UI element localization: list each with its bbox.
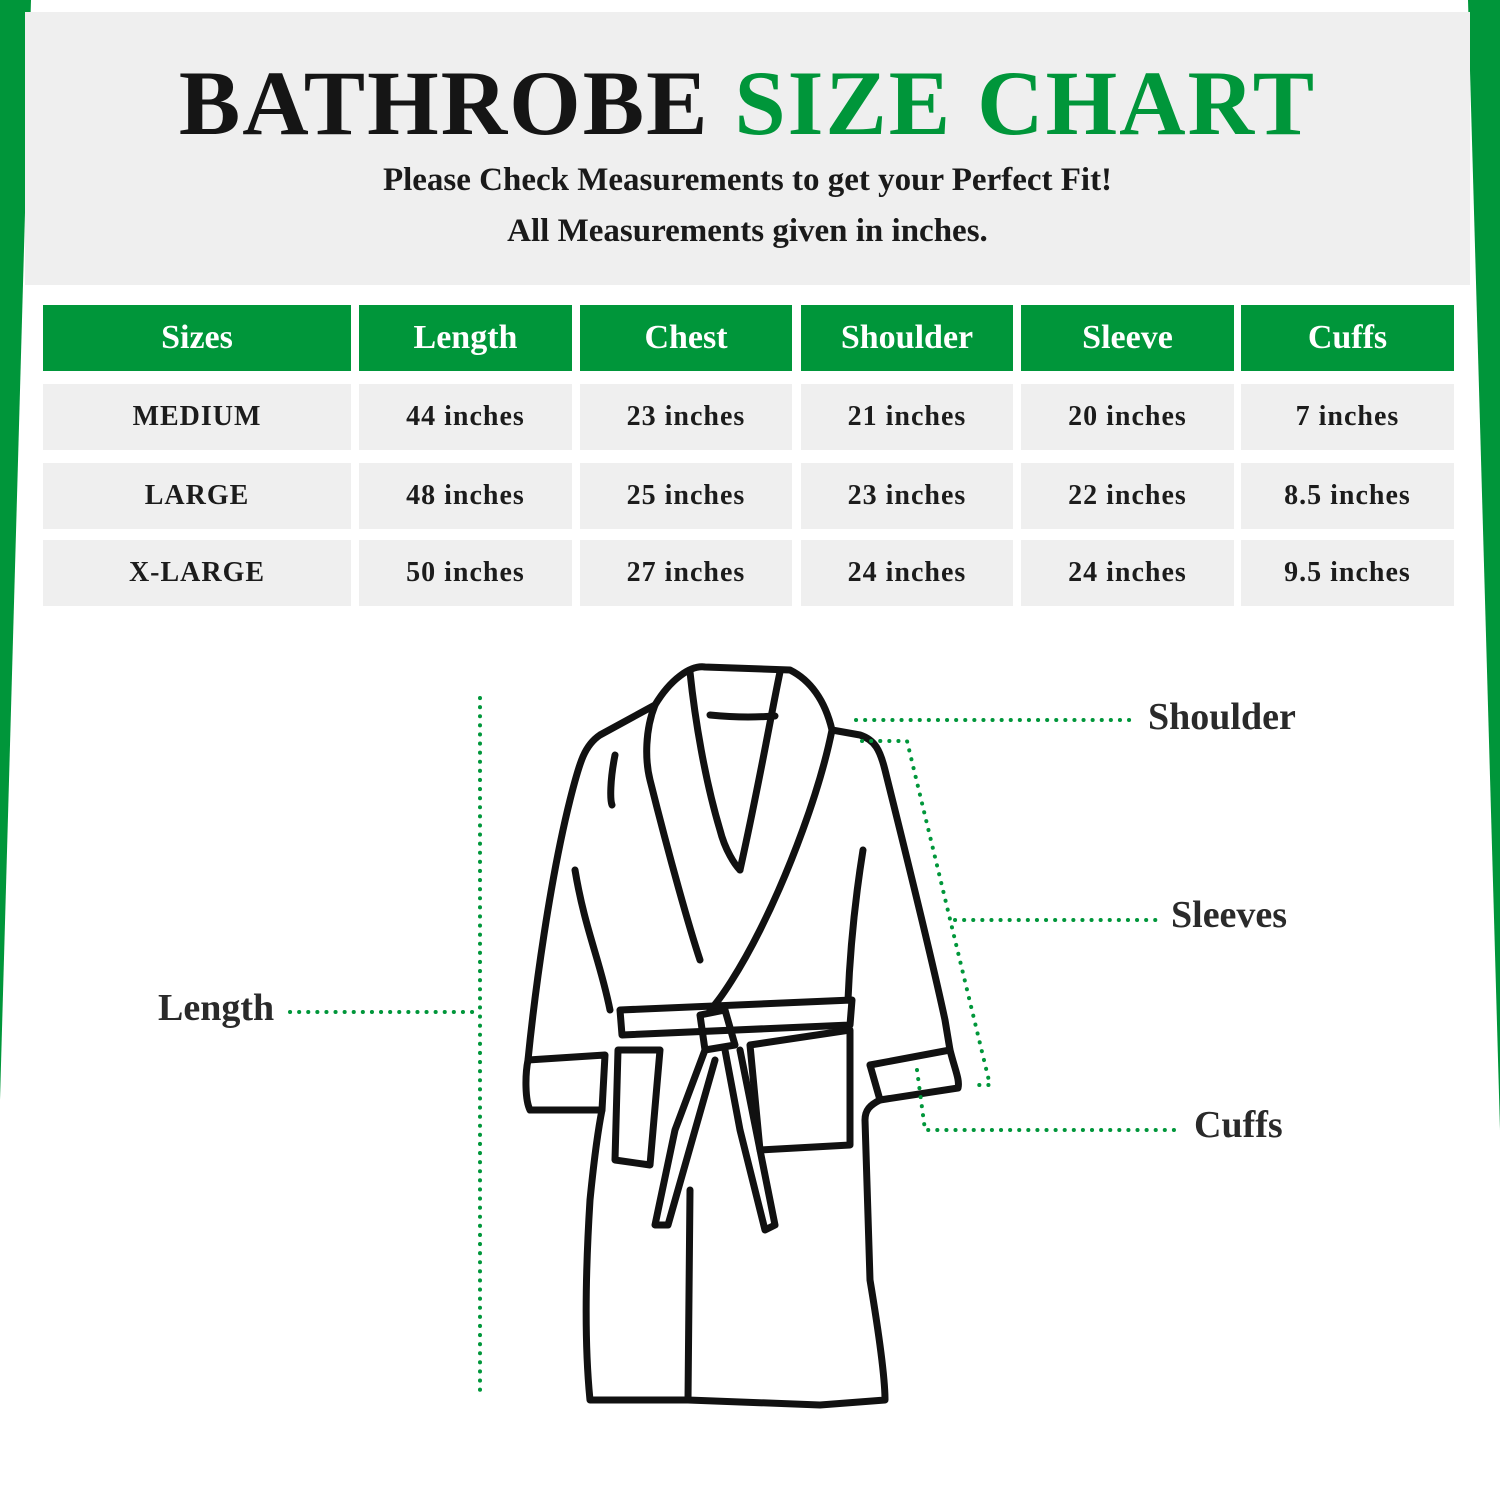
measurement-cell: 44 inches: [359, 384, 572, 450]
label-shoulder: Shoulder: [1148, 696, 1296, 738]
measurement-cell: 20 inches: [1021, 384, 1234, 450]
measurement-cell: 48 inches: [359, 463, 572, 529]
subtitle-line1: Please Check Measurements to get your Pe…: [382, 162, 1113, 198]
header-panel: BATHROBE SIZE CHART Please Check Measure…: [25, 12, 1470, 285]
measurement-cell: 23 inches: [801, 463, 1013, 529]
column-header: Cuffs: [1241, 305, 1454, 371]
measurement-cell: 9.5 inches: [1241, 540, 1454, 606]
column-header: Shoulder: [801, 305, 1013, 371]
label-sleeves: Sleeves: [1171, 894, 1288, 936]
size-name-cell: MEDIUM: [43, 384, 351, 450]
page-title: BATHROBE SIZE CHART: [25, 50, 1470, 156]
measurement-cell: 23 inches: [580, 384, 792, 450]
measurement-cell: 25 inches: [580, 463, 792, 529]
measurement-cell: 24 inches: [801, 540, 1013, 606]
measurement-cell: 50 inches: [359, 540, 572, 606]
size-name-cell: LARGE: [43, 463, 351, 529]
measurement-cell: 24 inches: [1021, 540, 1234, 606]
label-cuffs: Cuffs: [1194, 1104, 1283, 1146]
measurement-cell: 27 inches: [580, 540, 792, 606]
column-header: Sleeve: [1021, 305, 1234, 371]
measurement-cell: 21 inches: [801, 384, 1013, 450]
measurement-cell: 22 inches: [1021, 463, 1234, 529]
column-header: Sizes: [43, 305, 351, 371]
size-name-cell: X-LARGE: [43, 540, 351, 606]
column-header: Chest: [580, 305, 792, 371]
subtitle-line2: All Measurements given in inches.: [507, 213, 988, 249]
robe-illustration: [522, 663, 962, 1409]
measurement-cell: 8.5 inches: [1241, 463, 1454, 529]
measurement-cell: 7 inches: [1241, 384, 1454, 450]
sleeve-guide: [860, 739, 993, 1087]
title-black: BATHROBE: [178, 52, 710, 154]
left-green-stripe: [0, 0, 31, 1100]
measurement-guides: [288, 696, 1182, 1397]
right-green-stripe: [1468, 0, 1500, 1130]
label-length: Length: [158, 987, 275, 1029]
cuffs-guide: [915, 1068, 1182, 1132]
column-header: Length: [359, 305, 572, 371]
title-green: SIZE CHART: [734, 52, 1317, 154]
